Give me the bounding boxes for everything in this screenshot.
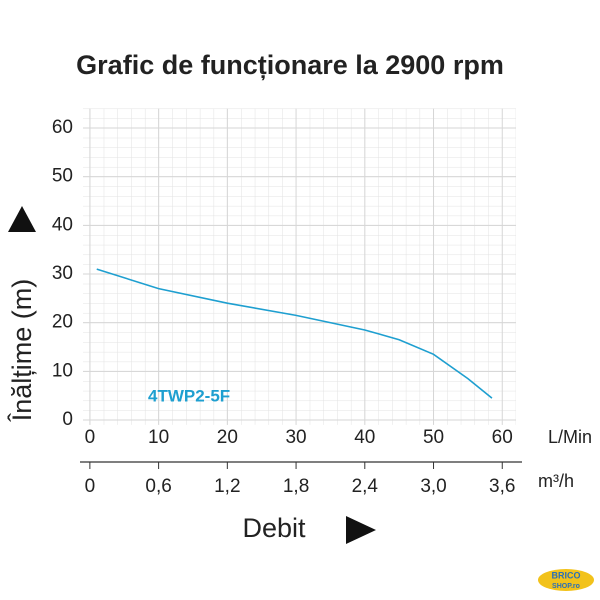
x2-tick-label: 1,8	[283, 476, 309, 497]
chart-title: Grafic de funcționare la 2900 rpm	[76, 50, 504, 80]
series-line	[96, 268, 493, 399]
y-tick-label: 30	[52, 263, 73, 284]
x2-tick-label: 2,4	[352, 476, 379, 497]
x-tick-label: 60	[492, 427, 513, 448]
y-tick-label: 10	[52, 360, 73, 381]
x2-tick-label: 0,6	[145, 476, 171, 497]
logo-text: SHOP.ro	[552, 583, 580, 590]
x-unit: L/Min	[548, 427, 592, 447]
y-arrow	[8, 206, 36, 232]
x2-tick-label: 3,0	[420, 476, 446, 497]
x2-tick-label: 1,2	[214, 476, 240, 497]
x2-tick-label: 3,6	[489, 476, 515, 497]
x2-tick-label: 0	[85, 476, 96, 497]
y-tick-label: 60	[52, 117, 73, 138]
x2-unit: m³/h	[538, 471, 574, 491]
x-tick-label: 50	[423, 427, 444, 448]
x-tick-label: 0	[85, 427, 96, 448]
series-label: 4TWP2-5F	[148, 386, 230, 405]
x-tick-label: 10	[148, 427, 169, 448]
x-tick-label: 40	[354, 427, 375, 448]
x-arrow	[346, 516, 376, 544]
y-tick-label: 0	[62, 409, 73, 430]
x-tick-label: 30	[285, 427, 306, 448]
y-tick-label: 40	[52, 214, 73, 235]
y-axis-label: Înălțime (m)	[6, 279, 37, 423]
y-tick-label: 50	[52, 166, 73, 187]
x-axis-label: Debit	[242, 513, 306, 543]
x-tick-label: 20	[217, 427, 238, 448]
y-tick-label: 20	[52, 312, 73, 333]
minor-grid	[83, 108, 516, 425]
logo-text: BRICO	[552, 570, 581, 580]
logo	[538, 569, 594, 591]
